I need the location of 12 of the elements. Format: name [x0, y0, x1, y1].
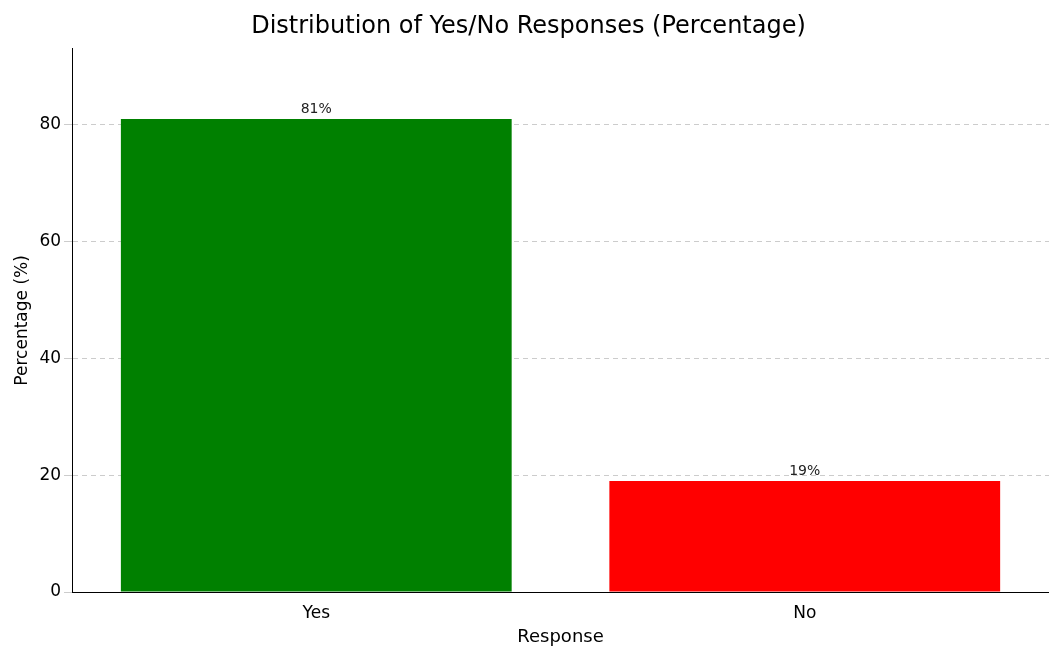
x-tick-label: No — [793, 601, 817, 622]
x-axis-title: Response — [517, 624, 604, 646]
x-tick-label: Yes — [301, 601, 331, 622]
data-label: 19% — [789, 461, 821, 478]
y-tick-label: 60 — [39, 229, 62, 250]
y-axis-title: Percentage (%) — [10, 255, 31, 386]
y-tick-label: 20 — [39, 463, 62, 484]
data-label: 81% — [300, 99, 332, 116]
y-tick-label: 40 — [39, 346, 62, 367]
y-tick-label: 80 — [39, 113, 62, 134]
y-tick-label: 0 — [50, 580, 62, 601]
chart-title: Distribution of Yes/No Responses (Percentage) — [251, 10, 806, 39]
